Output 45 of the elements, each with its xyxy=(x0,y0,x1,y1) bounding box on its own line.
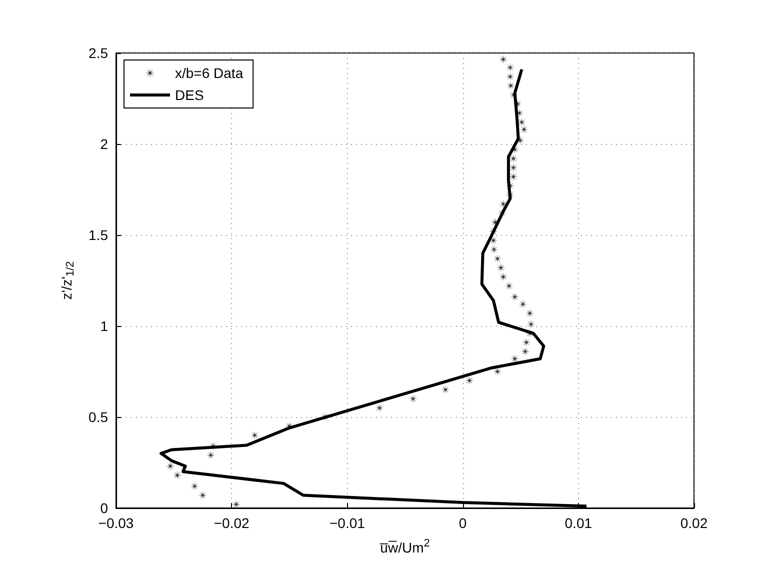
point xyxy=(408,394,418,404)
x-tick-label: 0.01 xyxy=(564,515,592,531)
point xyxy=(525,308,534,318)
point xyxy=(206,450,216,460)
y-tick-label: 0 xyxy=(100,500,108,516)
point xyxy=(522,338,531,347)
x-tick-label: 0 xyxy=(458,515,467,531)
point xyxy=(198,490,208,500)
point xyxy=(508,172,518,182)
point xyxy=(504,281,514,290)
point xyxy=(496,263,506,272)
point xyxy=(166,462,175,471)
point xyxy=(488,226,498,236)
x-tick-label: −0.03 xyxy=(98,515,134,531)
legend-label: DES xyxy=(175,87,204,103)
point xyxy=(526,320,536,329)
point xyxy=(520,346,530,356)
point xyxy=(440,385,450,394)
y-tick-label: 1 xyxy=(100,318,108,334)
point xyxy=(498,54,508,64)
y-tick-label: 2 xyxy=(100,136,108,152)
point xyxy=(490,245,499,254)
point xyxy=(190,482,200,491)
point xyxy=(506,72,515,82)
y-axis-title: z'/z'1/2 xyxy=(58,261,76,300)
point xyxy=(506,63,515,72)
point xyxy=(492,254,502,264)
point xyxy=(506,81,516,90)
point xyxy=(509,90,518,100)
point xyxy=(375,403,384,412)
point xyxy=(172,470,182,480)
point xyxy=(498,208,507,218)
y-tick-label: 1.5 xyxy=(88,227,108,243)
point xyxy=(510,292,520,302)
point xyxy=(250,430,260,440)
y-tick-label: 2.5 xyxy=(88,45,108,61)
point xyxy=(498,272,508,282)
y-tick-label: 0.5 xyxy=(88,409,108,425)
x-tick-label: −0.02 xyxy=(214,515,250,531)
x-tick-label: 0.02 xyxy=(680,515,708,531)
legend-label: x/b=6 Data xyxy=(175,65,244,81)
point xyxy=(518,300,528,309)
point xyxy=(513,99,522,108)
point xyxy=(492,367,502,376)
x-tick-label: −0.01 xyxy=(329,515,366,531)
